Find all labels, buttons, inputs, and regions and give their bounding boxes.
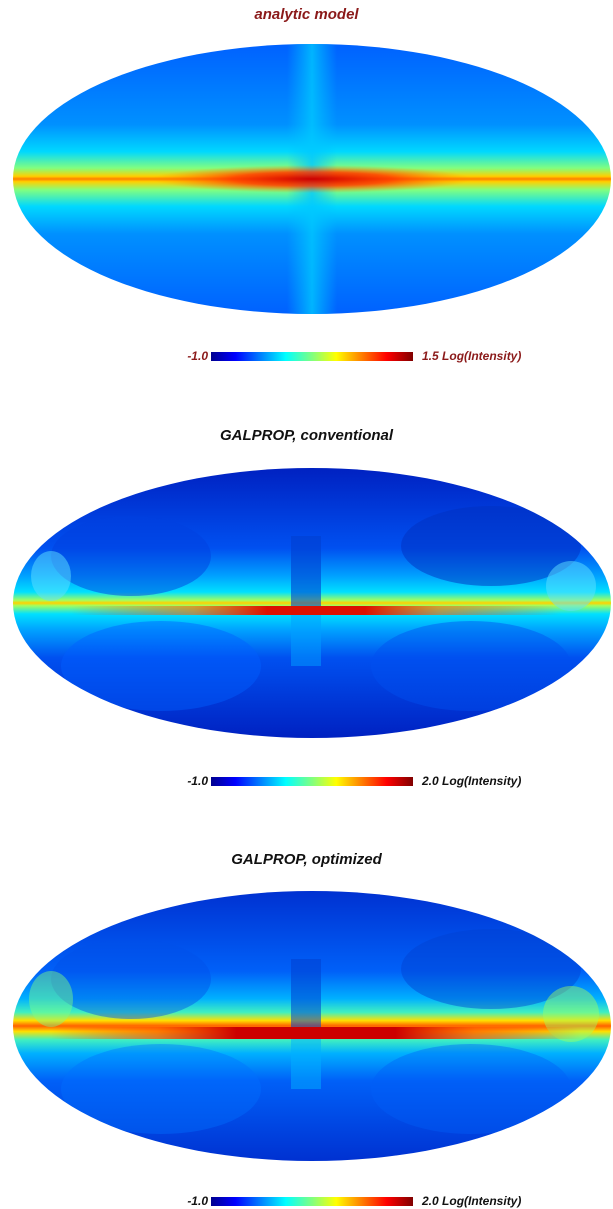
colorbar-max-label: 1.5 Log(Intensity): [422, 349, 522, 363]
colorbar-gradient: [211, 777, 413, 786]
colorbar-max-label: 2.0 Log(Intensity): [422, 774, 522, 788]
colorbar-gradient: [211, 1197, 413, 1206]
panel-2-colorbar: -1.0 2.0 Log(Intensity): [0, 773, 613, 789]
panel-3-title: GALPROP, optimized: [231, 851, 382, 868]
panel-3-colorbar: -1.0 2.0 Log(Intensity): [0, 1193, 613, 1209]
colorbar-min-label: -1.0: [187, 774, 208, 788]
colorbar-gradient: [211, 352, 413, 361]
panel-2-title: GALPROP, conventional: [219, 427, 394, 444]
colorbar-max-label: 2.0 Log(Intensity): [422, 1194, 522, 1208]
panel-1-skymap: [11, 42, 613, 316]
panel-1-colorbar: -1.0 1.5 Log(Intensity): [0, 348, 613, 364]
colorbar-min-label: -1.0: [187, 349, 208, 363]
panel-2-skymap: [11, 466, 613, 740]
colorbar-min-label: -1.0: [187, 1194, 208, 1208]
panel-1-title: analytic model: [254, 6, 359, 23]
panel-3-skymap: [11, 889, 613, 1163]
